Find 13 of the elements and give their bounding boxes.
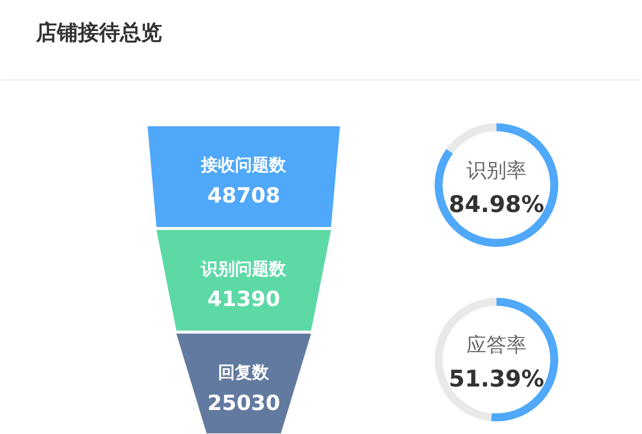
category-label: 接收问题数: [200, 154, 288, 175]
data-label: 84.98%: [448, 192, 544, 218]
data-label: 25030: [207, 390, 280, 415]
data-label: 41390: [207, 287, 280, 312]
donut-slice: [446, 123, 496, 154]
data-label: 51.39%: [448, 366, 544, 392]
data-label: 48708: [207, 184, 280, 208]
text: 店铺接待总览: [34, 20, 162, 45]
text: 应答率: [466, 334, 526, 357]
category-label: 识别问题数: [200, 258, 288, 278]
category-label: 回复数: [218, 362, 270, 382]
donut-slice: [434, 123, 558, 247]
text: 识别率: [466, 159, 526, 182]
